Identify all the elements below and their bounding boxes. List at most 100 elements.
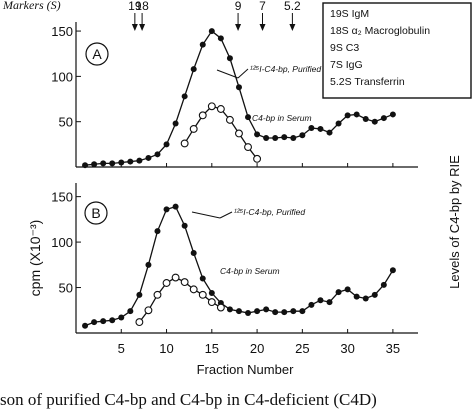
data-point-purified bbox=[217, 35, 224, 42]
x-tick-label: 35 bbox=[386, 341, 400, 356]
data-point-serum bbox=[180, 278, 189, 287]
data-point-serum bbox=[198, 290, 207, 299]
data-point-purified bbox=[281, 309, 288, 316]
legend-entry: 7S IgG bbox=[330, 59, 363, 71]
y-tick-label: 100 bbox=[51, 235, 73, 250]
marker-arrow-head bbox=[139, 24, 146, 31]
data-point-serum bbox=[171, 273, 180, 282]
data-point-purified bbox=[245, 310, 252, 316]
data-point-purified bbox=[272, 309, 279, 316]
annotation-pointer bbox=[216, 69, 239, 79]
data-point-purified bbox=[290, 308, 297, 315]
y-tick-label: 150 bbox=[51, 190, 73, 205]
data-point-purified bbox=[235, 308, 242, 315]
series-line-serum bbox=[184, 105, 258, 160]
markers-title: Markers (S) bbox=[2, 0, 61, 12]
data-point-purified bbox=[190, 250, 197, 256]
legend-entry: 18S α₂ Macroglobulin bbox=[330, 25, 430, 37]
x-tick-label: 10 bbox=[159, 341, 173, 356]
data-point-serum bbox=[153, 290, 162, 299]
y-tick-label: 50 bbox=[59, 115, 73, 130]
data-point-purified bbox=[371, 118, 378, 125]
data-point-purified bbox=[136, 157, 143, 164]
data-point-purified bbox=[299, 132, 306, 139]
data-point-purified bbox=[317, 125, 324, 132]
marker-arrow-head bbox=[235, 24, 242, 31]
data-point-purified bbox=[317, 297, 324, 304]
data-point-serum bbox=[253, 154, 262, 163]
data-point-serum bbox=[189, 124, 198, 133]
panel-letter: B bbox=[91, 205, 100, 221]
data-point-purified bbox=[82, 322, 89, 329]
data-point-purified bbox=[272, 135, 279, 141]
data-point-serum bbox=[135, 318, 144, 327]
data-point-purified bbox=[353, 111, 360, 118]
marker-arrow-head bbox=[289, 24, 296, 31]
marker-label: 18 bbox=[135, 0, 149, 13]
marker-label: 5.2 bbox=[284, 0, 301, 13]
data-point-purified bbox=[109, 317, 116, 324]
data-point-purified bbox=[118, 314, 125, 321]
legend-entry: 19S IgM bbox=[330, 8, 369, 20]
data-point-purified bbox=[82, 162, 89, 169]
data-point-purified bbox=[245, 114, 252, 121]
data-point-purified bbox=[181, 93, 188, 100]
data-point-serum bbox=[207, 298, 216, 307]
data-point-purified bbox=[226, 55, 233, 62]
data-point-purified bbox=[290, 135, 297, 141]
annotation-serum: C4-bp in Serum bbox=[252, 113, 312, 123]
x-axis-label: Fraction Number bbox=[197, 362, 294, 377]
marker-label: 9 bbox=[235, 0, 242, 13]
annotation-serum: C4-bp in Serum bbox=[220, 266, 280, 276]
y-tick-label: 150 bbox=[51, 24, 73, 39]
data-point-purified bbox=[344, 112, 351, 119]
data-point-serum bbox=[216, 105, 225, 113]
data-point-purified bbox=[353, 293, 360, 300]
legend-box: 19S IgM 18S α₂ Macroglobulin 9S C3 7S IgG 5.… bbox=[322, 2, 472, 99]
data-point-serum bbox=[244, 143, 252, 152]
legend-frame bbox=[322, 2, 472, 99]
data-point-purified bbox=[127, 158, 134, 165]
x-tick-label: 15 bbox=[205, 341, 219, 356]
data-point-purified bbox=[154, 228, 161, 235]
data-point-purified bbox=[109, 160, 116, 167]
data-point-serum bbox=[235, 129, 243, 138]
data-point-purified bbox=[389, 111, 396, 118]
data-point-purified bbox=[380, 281, 387, 288]
data-point-purified bbox=[362, 115, 369, 122]
data-point-purified bbox=[208, 290, 215, 296]
annotation-purified: ¹²⁵I-C4-bp, Purified bbox=[250, 64, 321, 74]
data-point-serum bbox=[225, 115, 234, 124]
series-line-serum bbox=[138, 276, 222, 323]
data-point-serum bbox=[216, 303, 225, 312]
marker-label: 7 bbox=[259, 0, 266, 13]
data-point-purified bbox=[190, 66, 197, 73]
data-point-purified bbox=[308, 301, 315, 308]
marker-arrow-head bbox=[131, 24, 138, 31]
data-point-purified bbox=[163, 206, 170, 213]
data-point-purified bbox=[326, 129, 333, 136]
panel-letter: A bbox=[92, 46, 102, 62]
data-point-purified bbox=[118, 159, 125, 166]
annotation-purified: ¹²⁵I-C4-bp, Purified bbox=[234, 207, 305, 217]
x-tick-label: 5 bbox=[118, 341, 125, 356]
data-point-purified bbox=[172, 203, 179, 210]
data-point-purified bbox=[308, 125, 315, 132]
data-point-serum bbox=[207, 102, 216, 111]
data-point-purified bbox=[254, 131, 261, 138]
data-point-purified bbox=[299, 308, 306, 315]
data-point-purified bbox=[127, 308, 134, 315]
data-point-purified bbox=[254, 308, 261, 315]
data-point-purified bbox=[91, 161, 98, 168]
data-point-purified bbox=[208, 28, 215, 35]
y-axis-label: cpm (X10⁻³) bbox=[27, 220, 43, 297]
data-point-purified bbox=[172, 120, 179, 127]
caption-text: son of purified C4-bp and C4-bp in C4-de… bbox=[0, 390, 377, 409]
data-point-purified bbox=[389, 267, 396, 274]
data-point-purified bbox=[335, 120, 342, 127]
x-tick-label: 20 bbox=[250, 341, 264, 356]
data-point-purified bbox=[371, 291, 378, 298]
data-point-purified bbox=[199, 275, 206, 282]
